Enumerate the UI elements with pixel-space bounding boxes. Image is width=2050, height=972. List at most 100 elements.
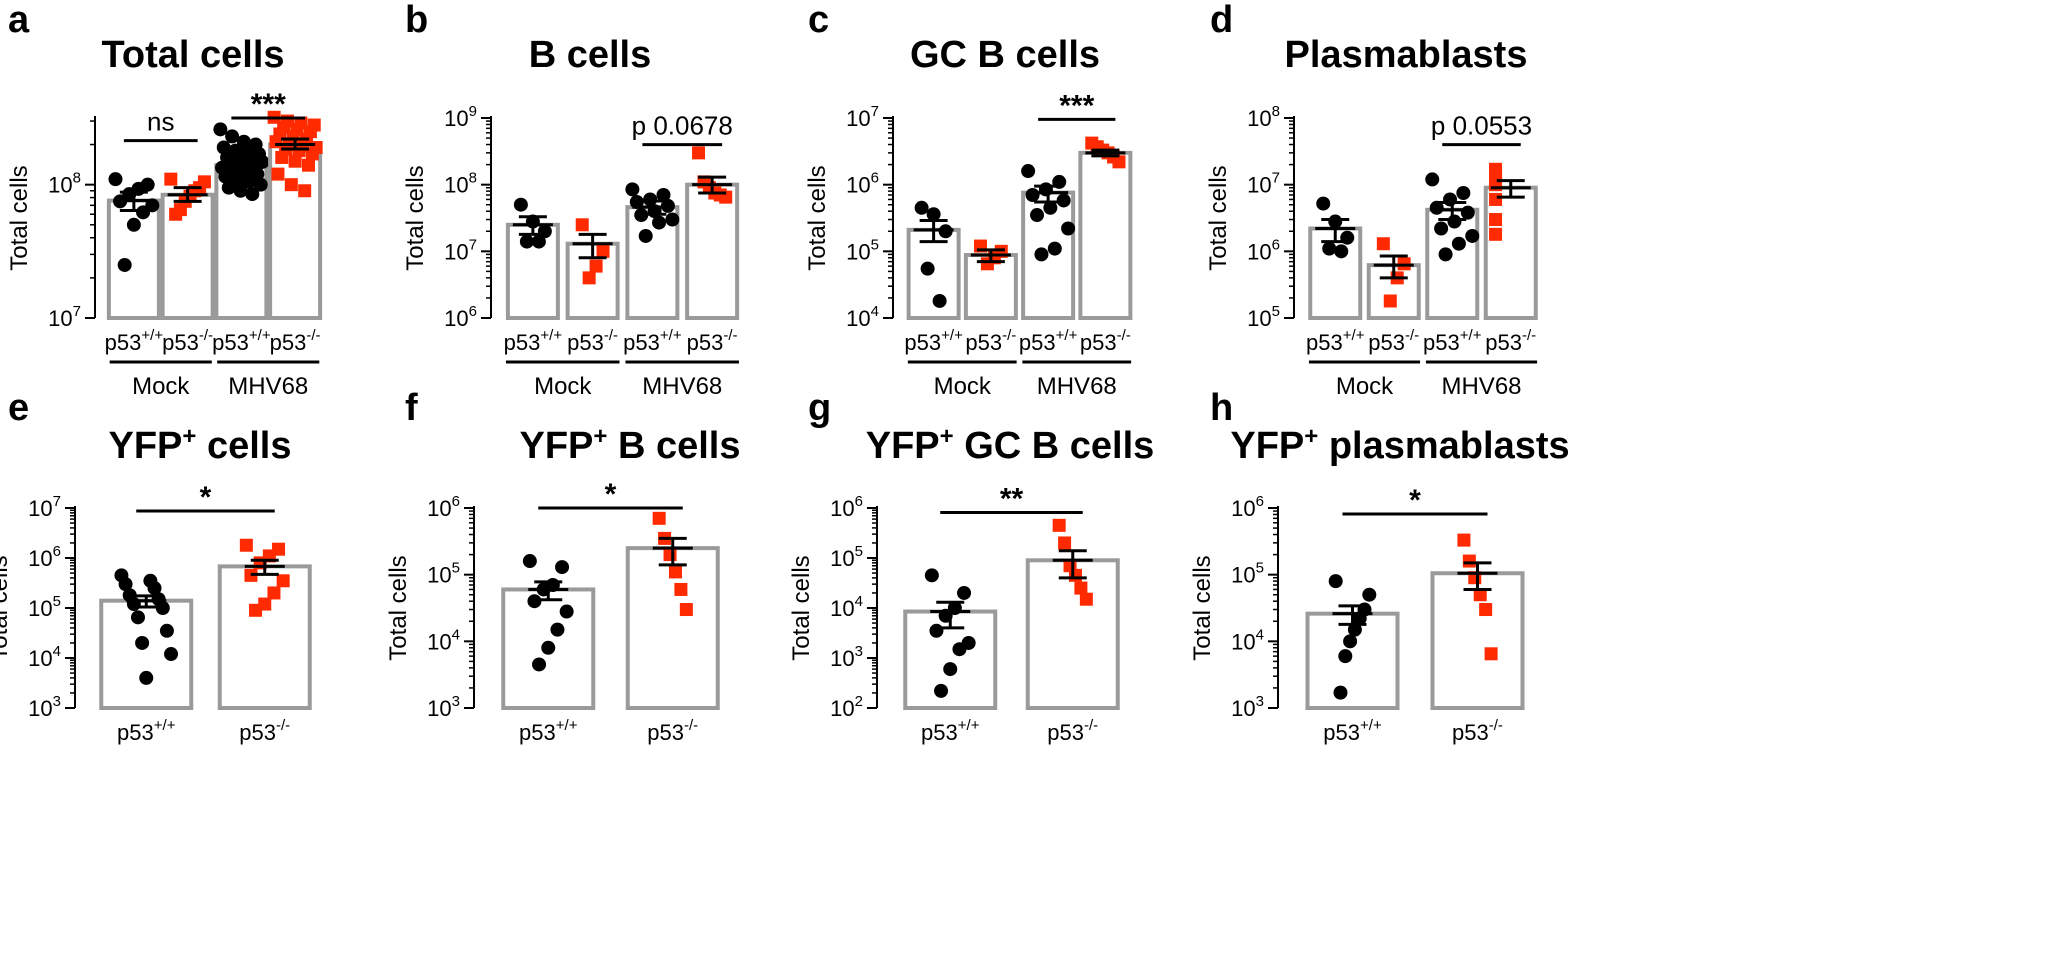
panel-letter: a: [8, 0, 30, 41]
data-point: [555, 560, 570, 575]
data-point: [589, 259, 603, 273]
y-tick-label: 104: [1231, 626, 1264, 654]
x-label-base: p53: [1485, 330, 1522, 355]
x-label-base: p53: [1047, 720, 1084, 745]
y-tick-label: 108: [48, 170, 81, 198]
data-point: [582, 271, 596, 285]
x-label-base: p53: [117, 720, 154, 745]
data-point: [1058, 536, 1072, 550]
data-point: [108, 172, 123, 187]
tick-exponent: 7: [73, 303, 81, 320]
x-label-superscript: +/+: [1056, 327, 1078, 344]
x-tick-label: p53-/-: [1452, 717, 1503, 745]
data-point: [1343, 634, 1358, 649]
panel-title: Plasmablasts: [1285, 34, 1528, 76]
tick-base: 10: [1247, 106, 1271, 131]
data-point: [692, 146, 706, 160]
data-point: [531, 234, 546, 249]
data-point: [924, 568, 939, 583]
significance-label: ***: [251, 88, 286, 121]
tick-exponent: 4: [871, 303, 879, 320]
tick-base: 10: [1231, 496, 1255, 521]
data-point: [665, 212, 680, 227]
tick-base: 10: [846, 106, 870, 131]
x-tick-label: p53-/-: [647, 717, 698, 745]
x-tick-label: p53+/+: [921, 717, 980, 745]
significance-label: ns: [147, 107, 174, 137]
data-point: [957, 585, 972, 600]
x-tick-label: p53-/-: [270, 327, 321, 355]
data-point: [522, 554, 537, 569]
panel-title: GC B cells: [910, 34, 1100, 76]
data-point: [952, 642, 967, 657]
data-point: [267, 586, 281, 600]
panel-letter: c: [808, 0, 829, 41]
y-tick-label: 108: [1247, 103, 1280, 131]
x-label-base: p53: [687, 330, 724, 355]
bar: [685, 182, 740, 320]
y-axis-label: Total cells: [1205, 165, 1232, 270]
y-axis-label: Total cells: [385, 555, 412, 660]
data-point: [596, 244, 610, 258]
panel-title: B cells: [529, 34, 652, 76]
y-tick-label: 107: [28, 493, 61, 521]
data-point: [1451, 236, 1466, 251]
tick-base: 10: [830, 496, 854, 521]
group-label: MHV68: [1037, 373, 1117, 400]
x-label-base: p53: [1080, 330, 1117, 355]
tick-exponent: 4: [452, 626, 460, 643]
data-point: [169, 207, 183, 221]
y-tick-label: 107: [444, 236, 477, 264]
tick-base: 10: [28, 546, 52, 571]
data-point: [1052, 518, 1066, 532]
y-tick-label: 105: [846, 236, 879, 264]
data-point: [914, 200, 929, 215]
significance-label: p 0.0553: [1431, 111, 1532, 141]
y-tick-label: 105: [1247, 303, 1280, 331]
group-label: Mock: [1336, 373, 1394, 400]
y-tick-label: 104: [846, 303, 879, 331]
x-label-superscript: +/+: [556, 717, 578, 734]
tick-base: 10: [1247, 239, 1271, 264]
x-label-base: p53: [1423, 330, 1460, 355]
data-point: [1043, 200, 1058, 215]
data-point: [1489, 213, 1503, 227]
x-label-superscript: +/+: [1343, 327, 1365, 344]
x-tick-label: p53+/+: [504, 327, 563, 355]
data-point: [305, 147, 319, 161]
data-point: [519, 234, 534, 249]
data-point: [1489, 227, 1503, 241]
y-axis-label: Total cells: [0, 555, 13, 660]
tick-base: 10: [28, 646, 52, 671]
panel-letter: d: [1210, 0, 1233, 41]
data-point: [139, 670, 154, 685]
x-label-base: p53: [647, 720, 684, 745]
data-point: [276, 574, 290, 588]
x-label-superscript: -/-: [1489, 717, 1503, 734]
data-point: [1079, 592, 1093, 606]
data-point: [1112, 155, 1126, 169]
data-point: [245, 187, 260, 202]
tick-base: 10: [846, 239, 870, 264]
tick-exponent: 3: [855, 643, 863, 660]
x-tick-label: p53+/+: [519, 717, 578, 745]
tick-exponent: 6: [1256, 493, 1264, 510]
x-label-base: p53: [504, 330, 541, 355]
x-label-base: p53: [239, 720, 276, 745]
panel-title: YFP+ plasmablasts: [1230, 423, 1569, 467]
title-main: GC B cells: [910, 34, 1100, 76]
data-point: [253, 177, 268, 192]
data-point: [164, 647, 179, 662]
x-label-superscript: +/+: [540, 327, 562, 344]
data-point: [1338, 649, 1353, 664]
bar: [1483, 185, 1538, 320]
x-label-base: p53: [1368, 330, 1405, 355]
tick-exponent: 7: [871, 103, 879, 120]
significance-label: **: [1000, 483, 1024, 516]
tick-base: 10: [830, 546, 854, 571]
data-point: [629, 194, 644, 209]
